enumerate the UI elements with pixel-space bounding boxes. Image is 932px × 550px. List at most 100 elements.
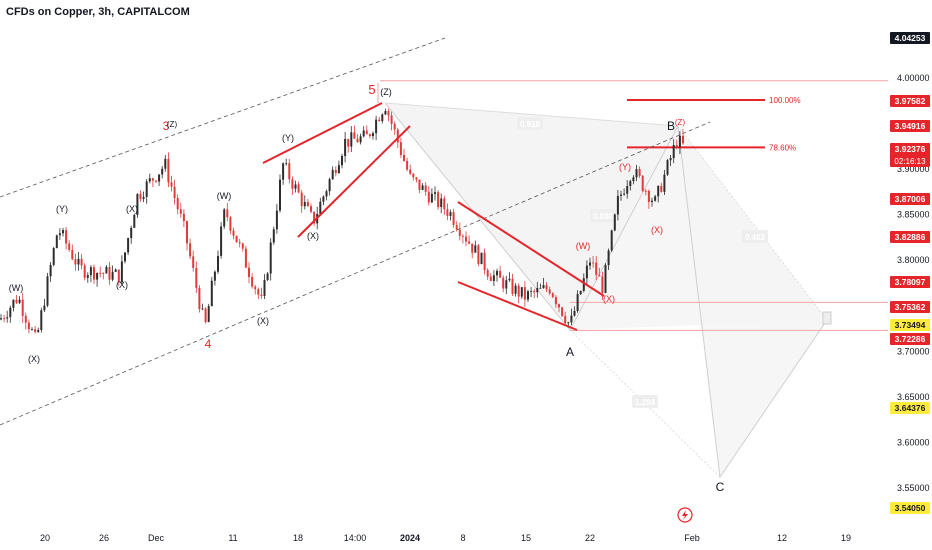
candle-body [678,135,681,148]
candle-body [492,275,495,282]
wave-label: (Y) [619,162,631,172]
candle-body [533,291,536,293]
candle-body [124,252,126,262]
price-label-box: 3.82886 [890,231,930,243]
candle-body [96,272,99,280]
candle-body [446,209,449,216]
candle-body [365,130,368,135]
candle-body [604,265,607,293]
candle-body [409,169,412,174]
candle-body [204,308,207,323]
candle-body [452,212,455,225]
price-label-box: 3.75362 [890,301,930,313]
x-tick-label: Dec [148,533,165,543]
candle-body [74,259,77,265]
y-tick-label: 3.60000 [897,437,930,447]
candle-body [291,179,294,189]
candle-body [34,329,37,332]
harmonic-xb [384,102,679,127]
x-tick-label: 20 [40,533,50,543]
candle-body [511,278,514,294]
candle-body [567,322,570,324]
price-label-text: 3.87006 [895,194,926,204]
candle-body [573,310,576,316]
candle-body [480,252,483,265]
candle-body [198,287,201,310]
price-label-box: 3.87006 [890,193,930,205]
trend-line [262,102,383,164]
wave-label: 4 [205,337,212,351]
candle-body [434,192,436,194]
candle-body [610,230,613,251]
price-label-bg [890,502,930,514]
candle-body [375,119,378,134]
candle-body [427,191,430,203]
wave-label: A [566,345,574,359]
candle-body [384,111,387,115]
price-label-box: 3.73494 [890,319,930,331]
candle-body [210,280,213,307]
channel-lower [0,121,711,426]
candle-body [164,158,167,169]
price-label-box: 3.54050 [890,502,930,514]
candle-body [489,276,492,282]
candle-body [669,158,672,161]
candle-body [235,235,238,243]
candle-body [458,229,461,236]
candle-body [186,221,188,244]
candle-body [474,245,477,253]
harmonic-triangle-xab [385,103,678,330]
price-label-text: 3.92376 [895,144,926,154]
event-flash-icon[interactable] [677,507,693,523]
candle-body [223,209,226,227]
candle-body [130,227,133,239]
candle-body [232,230,235,236]
price-label-text: 3.64376 [895,403,926,413]
price-label-box: 3.78097 [890,276,930,288]
candle-body [151,178,154,181]
wave-label: (X) [651,225,663,235]
candle-body [71,249,74,260]
wave-label: 5 [368,82,375,97]
price-label-box: 3.64376 [890,402,930,414]
candle-body [530,291,533,292]
candle-body [517,285,520,297]
candle-body [158,174,161,182]
price-label-bg [890,301,930,313]
candle-body [477,245,480,265]
candle-body [378,119,381,122]
candle-body [37,329,40,332]
candle-body [148,178,151,182]
y-tick-label: 4.00000 [897,73,930,83]
channel-upper [0,37,446,198]
candle-body [213,271,216,281]
candle-body [192,256,195,268]
candle-body [155,180,157,182]
ratio-label: 1.284 [635,398,656,407]
candle-body [102,273,105,275]
candle-body [167,158,170,183]
candle-body [285,163,288,164]
candle-body [641,175,644,191]
candle-body [170,182,173,187]
price-label-bg [890,32,930,44]
x-axis: 20 26 Dec 11 18 14:00 2024 8 15 22 Feb 12 19 [40,533,851,543]
candle-body [660,185,663,192]
candle-body [108,266,111,280]
price-label-box: 3.97582 [890,95,930,107]
candle-body [294,184,297,189]
candle-body [24,315,27,323]
price-label-text: 3.54050 [895,503,926,513]
ratio-box [742,230,768,243]
trend-line [297,125,411,238]
wave-label: (Z) [380,87,392,97]
candle-body [449,212,452,216]
candle-body [182,213,185,222]
candle-body [15,299,18,303]
candle-body [226,209,229,218]
candle-body [275,210,278,230]
candle-body [269,242,272,274]
wave-label: B [667,119,675,133]
candle-body [207,306,210,323]
